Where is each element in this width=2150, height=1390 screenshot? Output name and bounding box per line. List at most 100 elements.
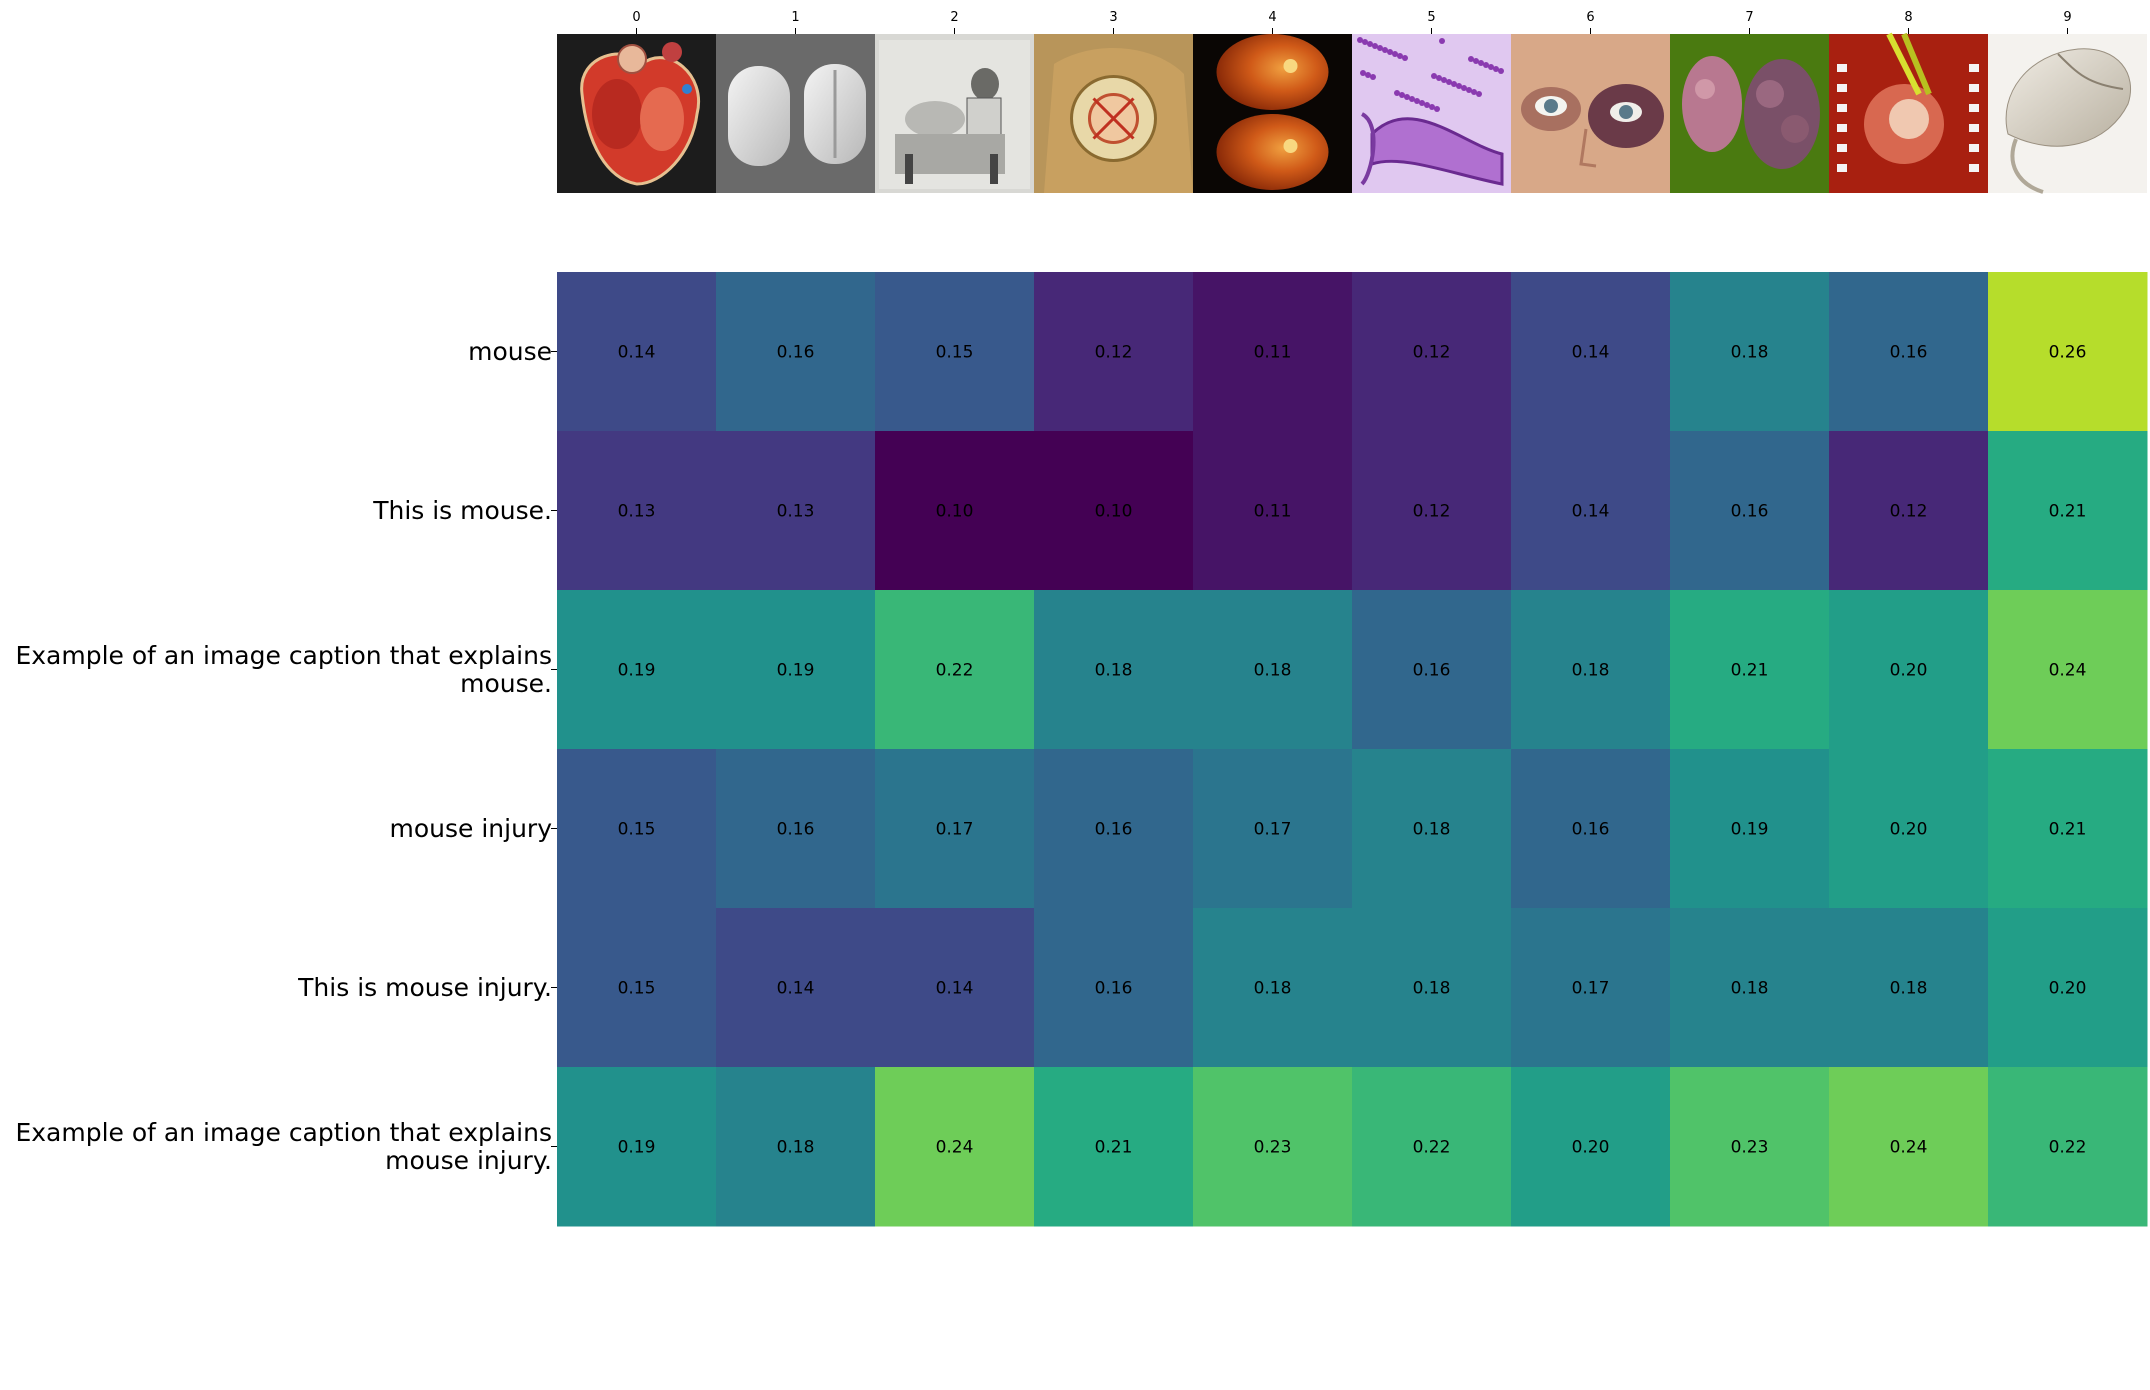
heatmap-cell [1193, 1067, 1353, 1227]
cell-value-label: 0.14 [1572, 502, 1610, 522]
heatmap-cell [1034, 431, 1194, 591]
cell-value-label: 0.21 [2049, 820, 2087, 840]
cell-value-label: 0.22 [1413, 1138, 1451, 1158]
heatmap-cells: 0.14 0.16 0.15 0.12 0.11 0.12 0.14 0.18 0.16 0.26… [557, 272, 2148, 1227]
heatmap-cell [557, 749, 717, 909]
tissue-specimens-photo [1670, 34, 1829, 193]
cell-value-label: 0.16 [1095, 820, 1133, 840]
cell-value-label: 0.18 [1095, 661, 1133, 681]
heatmap-cell [1988, 272, 2148, 432]
heatmap-cell [1988, 431, 2148, 591]
heatmap-cell [1511, 749, 1671, 909]
cell-value-label: 0.14 [936, 979, 974, 999]
cell-value-label: 0.18 [1572, 661, 1610, 681]
cell-value-label: 0.16 [1095, 979, 1133, 999]
cell-value-label: 0.14 [618, 343, 656, 363]
heatmap-cell [716, 908, 876, 1068]
cell-value-label: 0.21 [1095, 1138, 1133, 1158]
heatmap-cell [1829, 908, 1989, 1068]
cell-value-label: 0.12 [1095, 343, 1133, 363]
heatmap-cell [1352, 1067, 1512, 1227]
heatmap-cell [1670, 590, 1830, 750]
cell-value-label: 0.18 [1254, 979, 1292, 999]
heart-anatomy-illustration [557, 34, 716, 193]
cell-value-label: 0.19 [618, 661, 656, 681]
heatmap-cell [1511, 590, 1671, 750]
cell-value-label: 0.10 [936, 502, 974, 522]
cell-value-label: 0.12 [1890, 502, 1928, 522]
heatmap-cell [716, 431, 876, 591]
cell-value-label: 0.19 [777, 661, 815, 681]
heatmap-cell [1511, 1067, 1671, 1227]
row-label-line: mouse [468, 336, 552, 366]
cell-value-label: 0.18 [1413, 820, 1451, 840]
x-tick-label: 2 [950, 10, 958, 25]
x-tick-label: 0 [632, 10, 640, 25]
cell-value-label: 0.17 [1254, 820, 1292, 840]
open-surgery-photo [1829, 32, 1988, 193]
cell-value-label: 0.17 [936, 820, 974, 840]
cell-value-label: 0.18 [1890, 979, 1928, 999]
heatmap-cell [1034, 272, 1194, 432]
heatmap-cell [1670, 749, 1830, 909]
cell-value-label: 0.18 [777, 1138, 815, 1158]
heatmap-cell [557, 272, 717, 432]
row-label-line: This is mouse injury. [298, 972, 552, 1002]
cell-value-label: 0.16 [1572, 820, 1610, 840]
row-label-line: Example of an image caption that explain… [15, 1117, 552, 1147]
heatmap-cell [716, 590, 876, 750]
heatmap-cell [1829, 749, 1989, 909]
heatmap-cell [1670, 431, 1830, 591]
heatmap-cell [1034, 590, 1194, 750]
cell-value-label: 0.19 [618, 1138, 656, 1158]
computer-mouse-photo [1988, 34, 2147, 194]
heatmap-cell [1352, 749, 1512, 909]
heatmap-cell [1352, 431, 1512, 591]
cell-value-label: 0.18 [1731, 343, 1769, 363]
row-label: This is mouse. [4, 496, 552, 525]
heatmap-cell [1511, 272, 1671, 432]
cell-value-label: 0.14 [777, 979, 815, 999]
heatmap-cell [1988, 908, 2148, 1068]
heatmap-cell [1352, 590, 1512, 750]
cell-value-label: 0.24 [2049, 661, 2087, 681]
cell-value-label: 0.19 [1731, 820, 1769, 840]
heatmap-cell [557, 590, 717, 750]
heatmap-cell [1034, 1067, 1194, 1227]
heatmap-cell [1193, 749, 1353, 909]
vicodin-pills-photo [716, 34, 875, 193]
cell-value-label: 0.15 [936, 343, 974, 363]
cell-value-label: 0.23 [1254, 1138, 1292, 1158]
row-label-line: mouse injury [389, 813, 553, 843]
heatmap-cell [1193, 590, 1353, 750]
cell-value-label: 0.24 [1890, 1138, 1928, 1158]
cell-value-label: 0.22 [2049, 1138, 2087, 1158]
heatmap-cell [1511, 431, 1671, 591]
heatmap-cell [1511, 908, 1671, 1068]
row-label: mouse [4, 336, 552, 366]
heatmap-cell [1988, 749, 2148, 909]
heatmap-cell [875, 908, 1035, 1068]
cell-value-label: 0.14 [1572, 343, 1610, 363]
row-label-line: mouse. [460, 668, 552, 698]
heatmap-cell [557, 431, 717, 591]
row-label-line: mouse injury. [385, 1145, 552, 1175]
x-tick-label: 9 [2063, 10, 2071, 25]
cell-value-label: 0.12 [1413, 502, 1451, 522]
cell-value-label: 0.23 [1731, 1138, 1769, 1158]
cell-value-label: 0.16 [777, 820, 815, 840]
ear-anatomy-illustration [1034, 34, 1193, 194]
cell-value-label: 0.20 [1890, 661, 1928, 681]
cell-value-label: 0.17 [1572, 979, 1610, 999]
heatmap-cell [557, 908, 717, 1068]
cell-value-label: 0.26 [2049, 343, 2087, 363]
x-tick-label: 8 [1904, 10, 1912, 25]
x-tick-label: 7 [1745, 10, 1753, 25]
cell-value-label: 0.15 [618, 979, 656, 999]
heatmap-cell [716, 272, 876, 432]
row-label: Example of an image caption that explain… [4, 1117, 552, 1175]
bruised-eye-face-photo [1511, 34, 1670, 193]
heatmap-cell [1829, 272, 1989, 432]
heatmap-cell [875, 431, 1035, 591]
heatmap-cell [1034, 749, 1194, 909]
